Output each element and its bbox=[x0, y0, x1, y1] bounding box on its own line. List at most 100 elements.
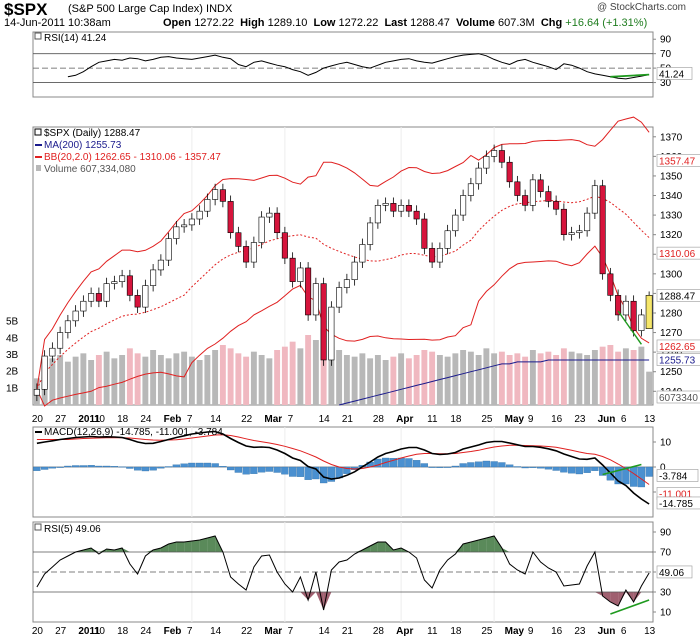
volume-label: Volume bbox=[456, 17, 495, 29]
candle-body bbox=[103, 283, 110, 302]
rsi5-x-label-16: 11 bbox=[427, 626, 438, 637]
macd-hist-bar bbox=[188, 462, 196, 468]
macd-hist-bar bbox=[71, 465, 80, 468]
candle-body bbox=[181, 224, 188, 228]
rsi5-overbought-fill bbox=[191, 540, 200, 552]
volume-bar bbox=[498, 351, 505, 405]
candle-body bbox=[281, 232, 288, 259]
label-bb-mid-box bbox=[656, 246, 700, 260]
rsi5-x-label-8: 14 bbox=[210, 626, 222, 637]
low-label: Low bbox=[313, 17, 336, 29]
candle-body bbox=[243, 246, 250, 263]
candle-body bbox=[274, 212, 281, 234]
rsi14-title: RSI(14) 41.24 bbox=[44, 33, 107, 44]
candle-body bbox=[336, 287, 343, 308]
volume-bar bbox=[506, 355, 513, 405]
macd-hist-bar bbox=[614, 466, 622, 485]
low-value: 1272.22 bbox=[338, 17, 379, 29]
volume-axis-label-0: 5B bbox=[6, 317, 19, 328]
open-value: 1272.22 bbox=[194, 17, 234, 29]
macd-hist-bar bbox=[459, 463, 467, 468]
price-divergence bbox=[617, 310, 642, 345]
rsi5-x-label-10: Mar bbox=[264, 626, 282, 637]
candle-body bbox=[157, 259, 164, 271]
macd-hist-bar bbox=[575, 466, 584, 475]
volume-bar bbox=[95, 355, 102, 405]
volume-bar bbox=[188, 356, 195, 405]
macd-hist-bar bbox=[126, 466, 134, 469]
candle-body bbox=[398, 205, 405, 212]
macd-hist-bar bbox=[40, 466, 49, 470]
volume-bar bbox=[320, 328, 327, 405]
bb-lower bbox=[36, 245, 650, 407]
volume-bar bbox=[196, 360, 203, 405]
macd-hist-bar bbox=[195, 462, 204, 468]
volume-bar bbox=[343, 355, 350, 405]
ma-legend: MA(200) 1255.73 bbox=[44, 140, 122, 151]
volume-bar bbox=[88, 360, 95, 405]
price-x-label-7: 7 bbox=[187, 414, 193, 425]
volume-bar bbox=[103, 351, 110, 405]
rsi5-x-label-6: Feb bbox=[164, 626, 182, 637]
volume-bar bbox=[607, 345, 614, 405]
macd-hist-bar bbox=[443, 466, 452, 468]
candle-body bbox=[235, 232, 242, 247]
candle-body bbox=[584, 212, 591, 232]
candle-body bbox=[289, 257, 296, 282]
candle-body bbox=[537, 179, 544, 192]
macd-divergence bbox=[602, 463, 642, 476]
candle-body bbox=[460, 195, 467, 216]
rsi5-x-label-24: 6 bbox=[621, 626, 627, 637]
macd-hist-bar bbox=[33, 466, 41, 471]
price-axis-label-0: 1370 bbox=[660, 132, 683, 143]
volume-bar bbox=[537, 353, 544, 405]
macd-hist-bar bbox=[273, 466, 281, 473]
rsi5-overbought-fill bbox=[168, 542, 177, 552]
candle-body bbox=[452, 214, 459, 232]
volume-bar bbox=[142, 356, 149, 405]
macd-hist-bar bbox=[536, 466, 545, 469]
rsi14-divergence bbox=[610, 73, 650, 78]
macd-hist-bar bbox=[598, 466, 607, 476]
rsi5-x-label-7: 7 bbox=[187, 626, 193, 637]
candle-body bbox=[33, 389, 40, 396]
macd-hist-bar bbox=[281, 466, 289, 475]
price-x-label-8: 14 bbox=[210, 414, 222, 425]
volume-bar bbox=[367, 358, 374, 405]
volume-bar bbox=[312, 340, 319, 405]
candle-body bbox=[498, 150, 505, 163]
rsi5-oversold-fill bbox=[633, 592, 642, 602]
macd-hist-bar bbox=[164, 466, 173, 468]
candle-body bbox=[351, 261, 358, 281]
volume-bar bbox=[227, 348, 234, 405]
label-last-box bbox=[656, 289, 700, 302]
ma200-line bbox=[338, 359, 650, 406]
volume-axis-label-4: 1B bbox=[6, 383, 19, 394]
volume-bar bbox=[413, 355, 420, 405]
price-x-label-5: 24 bbox=[140, 414, 152, 425]
volume-bar bbox=[126, 348, 133, 405]
macd-hist-bar bbox=[374, 458, 382, 468]
rsi5-x-label-4: 18 bbox=[117, 626, 129, 637]
chart-header: $SPX (S&P 500 Large Cap Index) INDX @ St… bbox=[0, 0, 700, 30]
rsi5-divergence bbox=[610, 599, 650, 615]
label-macd-hist: -3.784 bbox=[659, 471, 688, 482]
candle-body bbox=[638, 314, 645, 331]
candle-body bbox=[227, 201, 234, 234]
candle-body bbox=[49, 347, 56, 357]
volume-bar bbox=[80, 353, 87, 405]
volume-legend-swatch bbox=[36, 165, 41, 171]
macd-hist-bar bbox=[48, 466, 57, 469]
macd-title: MACD(12,26,9) -14.785, -11.001, -3.784 bbox=[44, 427, 223, 438]
label-ma200: 1255.73 bbox=[659, 356, 696, 367]
label-volume: 6073340 bbox=[659, 393, 698, 404]
volume-bar bbox=[219, 345, 226, 405]
price-axis-label-9: 1280 bbox=[660, 308, 683, 319]
price-x-label-3: 10 bbox=[94, 414, 106, 425]
rsi5-x-label-9: 22 bbox=[241, 626, 253, 637]
candle-body bbox=[576, 230, 583, 234]
macd-hist-bar bbox=[513, 466, 522, 468]
rsi14-axis-label-1: 70 bbox=[660, 49, 672, 60]
last-candle bbox=[645, 295, 653, 329]
